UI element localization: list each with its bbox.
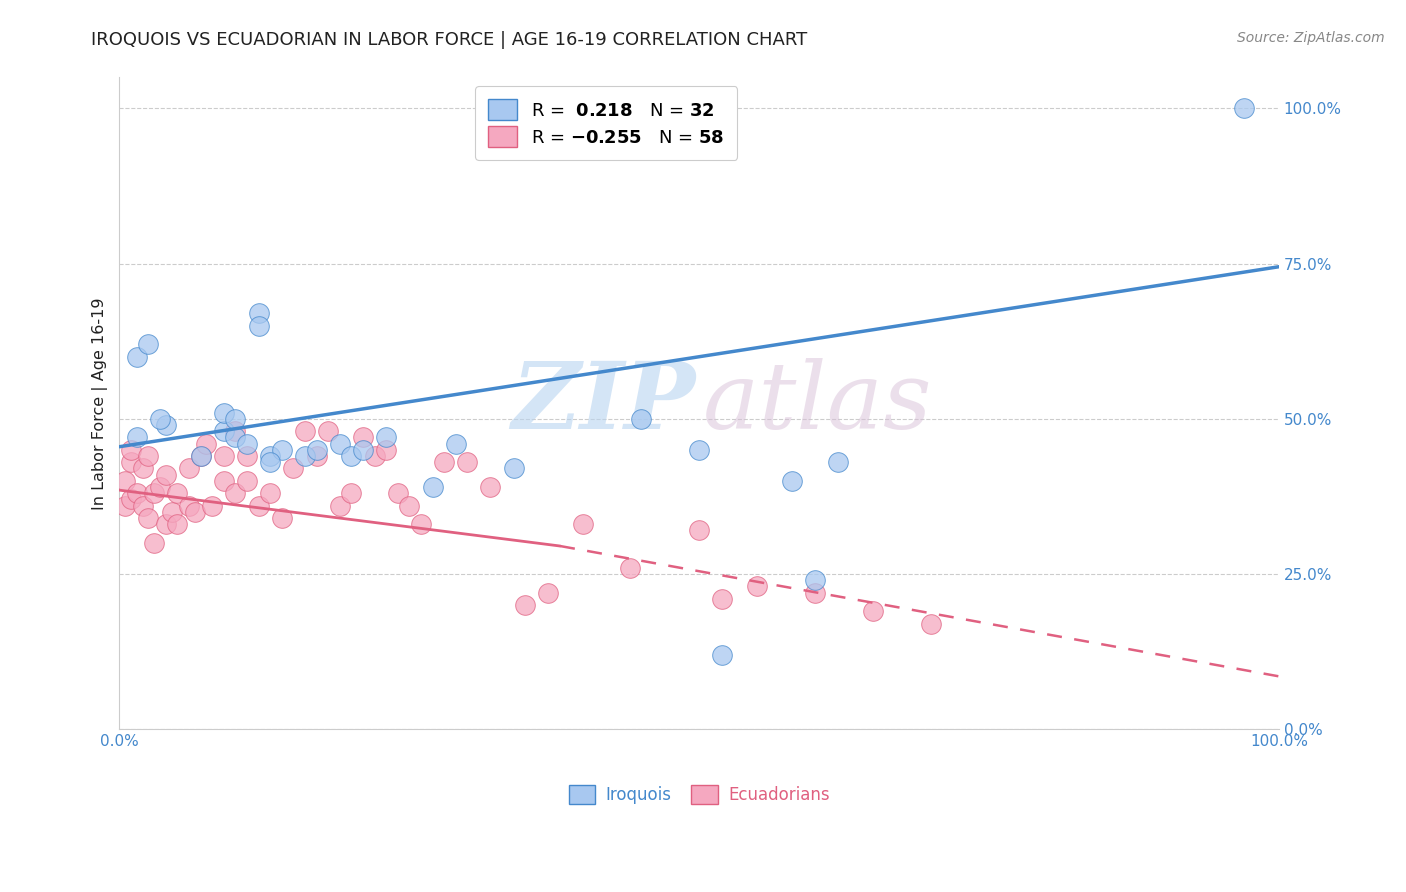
Y-axis label: In Labor Force | Age 16-19: In Labor Force | Age 16-19 — [93, 297, 108, 509]
Point — [780, 474, 803, 488]
Point — [166, 517, 188, 532]
Point — [155, 417, 177, 432]
Point — [236, 474, 259, 488]
Point — [190, 449, 212, 463]
Point — [862, 604, 884, 618]
Point — [329, 499, 352, 513]
Point — [212, 449, 235, 463]
Point — [120, 455, 142, 469]
Point — [131, 461, 153, 475]
Point — [224, 430, 246, 444]
Point — [125, 430, 148, 444]
Point — [827, 455, 849, 469]
Point — [184, 505, 207, 519]
Point — [177, 499, 200, 513]
Point — [270, 511, 292, 525]
Point — [143, 486, 166, 500]
Point — [259, 449, 281, 463]
Point — [114, 474, 136, 488]
Point — [920, 616, 942, 631]
Point — [120, 492, 142, 507]
Point — [375, 430, 398, 444]
Point — [572, 517, 595, 532]
Point — [283, 461, 305, 475]
Point — [114, 499, 136, 513]
Point — [711, 591, 734, 606]
Point — [375, 442, 398, 457]
Point — [433, 455, 456, 469]
Point — [340, 449, 363, 463]
Point — [212, 474, 235, 488]
Point — [177, 461, 200, 475]
Point — [515, 598, 537, 612]
Point — [537, 585, 560, 599]
Point — [1233, 102, 1256, 116]
Point — [340, 486, 363, 500]
Text: ZIP: ZIP — [512, 359, 696, 449]
Point — [224, 424, 246, 438]
Text: atlas: atlas — [703, 359, 932, 449]
Point — [270, 442, 292, 457]
Point — [352, 442, 374, 457]
Point — [160, 505, 183, 519]
Point — [479, 480, 502, 494]
Point — [352, 430, 374, 444]
Legend: Iroquois, Ecuadorians: Iroquois, Ecuadorians — [561, 777, 838, 813]
Point — [444, 436, 467, 450]
Point — [247, 318, 270, 333]
Point — [422, 480, 444, 494]
Point — [138, 337, 160, 351]
Point — [688, 442, 710, 457]
Point — [149, 480, 172, 494]
Point — [630, 411, 652, 425]
Point — [131, 499, 153, 513]
Point — [259, 455, 281, 469]
Point — [125, 350, 148, 364]
Point — [688, 524, 710, 538]
Point — [138, 511, 160, 525]
Point — [155, 467, 177, 482]
Point — [398, 499, 420, 513]
Point — [143, 536, 166, 550]
Point — [316, 424, 339, 438]
Point — [190, 449, 212, 463]
Point — [804, 585, 827, 599]
Point — [247, 306, 270, 320]
Point — [387, 486, 409, 500]
Point — [247, 499, 270, 513]
Point — [502, 461, 524, 475]
Point — [125, 486, 148, 500]
Point — [224, 486, 246, 500]
Point — [409, 517, 432, 532]
Point — [138, 449, 160, 463]
Point — [120, 442, 142, 457]
Point — [305, 449, 328, 463]
Point — [155, 517, 177, 532]
Point — [329, 436, 352, 450]
Point — [456, 455, 478, 469]
Point — [201, 499, 224, 513]
Point — [212, 406, 235, 420]
Point — [747, 579, 769, 593]
Point — [149, 411, 172, 425]
Point — [224, 411, 246, 425]
Point — [166, 486, 188, 500]
Point — [305, 442, 328, 457]
Point — [619, 560, 641, 574]
Point — [236, 449, 259, 463]
Point — [259, 486, 281, 500]
Text: IROQUOIS VS ECUADORIAN IN LABOR FORCE | AGE 16-19 CORRELATION CHART: IROQUOIS VS ECUADORIAN IN LABOR FORCE | … — [91, 31, 807, 49]
Text: Source: ZipAtlas.com: Source: ZipAtlas.com — [1237, 31, 1385, 45]
Point — [363, 449, 385, 463]
Point — [294, 449, 316, 463]
Point — [236, 436, 259, 450]
Point — [294, 424, 316, 438]
Point — [711, 648, 734, 662]
Point — [804, 573, 827, 587]
Point — [195, 436, 218, 450]
Point — [212, 424, 235, 438]
